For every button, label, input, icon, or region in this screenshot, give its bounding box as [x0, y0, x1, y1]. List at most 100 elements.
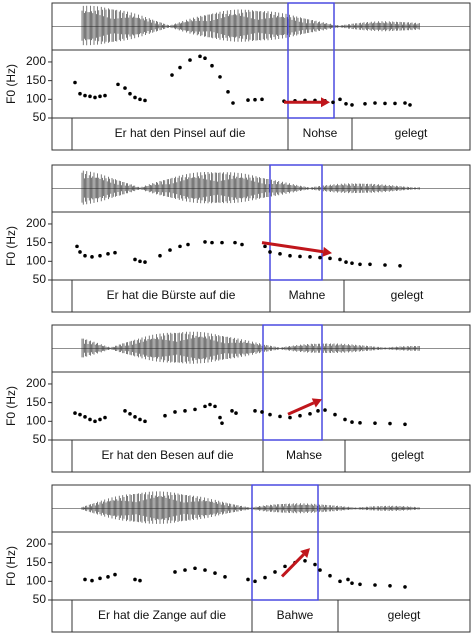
y-axis-label: F0 (Hz)	[4, 64, 18, 104]
y-tick-label: 50	[33, 110, 47, 124]
f0-point	[403, 585, 407, 589]
f0-point	[346, 577, 350, 582]
tier-label: Er hat die Zange auf die	[98, 608, 226, 622]
waveform	[81, 170, 420, 205]
f0-point	[143, 260, 147, 264]
f0-point	[123, 86, 127, 90]
f0-point	[246, 577, 250, 582]
plot-frame	[51, 49, 471, 119]
y-tick-label: 100	[26, 253, 46, 267]
y-tick-label: 100	[26, 413, 46, 427]
highlight-box	[269, 164, 323, 281]
f0-point	[278, 414, 282, 419]
f0-point	[253, 579, 257, 584]
f0-point	[278, 252, 282, 256]
y-tick-label: 150	[26, 235, 46, 249]
f0-point	[113, 572, 117, 577]
f0-point	[113, 250, 117, 255]
f0-point	[75, 244, 79, 249]
f0-point	[318, 568, 322, 572]
f0-point	[308, 412, 312, 416]
f0-point	[203, 568, 207, 572]
f0-point	[323, 408, 327, 412]
f0-point	[138, 259, 142, 264]
y-tick-label: 50	[33, 272, 47, 286]
f0-point	[143, 98, 147, 103]
f0-point	[350, 103, 354, 107]
f0-point	[283, 564, 287, 569]
f0-point	[363, 102, 367, 106]
y-tick-label: 200	[26, 536, 46, 550]
f0-point	[90, 255, 94, 259]
f0-point	[163, 413, 167, 418]
f0-point	[313, 562, 317, 567]
f0-point	[188, 58, 192, 62]
tier-label: gelegt	[391, 288, 424, 302]
f0-point	[288, 415, 292, 420]
tier-label: Mahne	[289, 288, 326, 302]
f0-point	[368, 262, 372, 267]
f0-point	[116, 82, 120, 87]
f0-point	[133, 577, 137, 582]
f0-point	[133, 415, 137, 419]
f0-point	[93, 95, 97, 100]
f0-point	[106, 575, 110, 579]
f0-point	[220, 240, 224, 245]
f0-point	[343, 417, 347, 422]
y-tick-label: 100	[26, 573, 46, 587]
f0-point	[203, 240, 207, 244]
f0-point	[98, 417, 102, 422]
f0-point	[246, 98, 250, 102]
f0-point	[393, 101, 397, 106]
f0-point	[263, 575, 267, 580]
f0-point	[333, 412, 337, 417]
f0-point	[143, 419, 147, 424]
f0-point	[73, 411, 77, 415]
f0-point	[210, 240, 214, 245]
f0-point	[223, 575, 227, 579]
y-tick-label: 200	[26, 376, 46, 390]
f0-point	[173, 410, 177, 414]
f0-point	[403, 422, 407, 427]
f0-point	[263, 244, 267, 249]
highlight-box	[251, 484, 319, 601]
f0-point	[106, 252, 110, 256]
f0-point	[133, 257, 137, 262]
f0-point	[178, 244, 182, 249]
f0-point	[303, 558, 307, 563]
f0-point	[253, 97, 257, 102]
f0-point	[203, 404, 207, 409]
tier-label: Er hat den Besen auf die	[101, 448, 233, 462]
f0-point	[328, 256, 332, 261]
f0-point	[318, 255, 322, 260]
f0-point	[373, 583, 377, 587]
highlight-box	[262, 324, 323, 441]
f0-point	[408, 103, 412, 107]
plot-frame	[51, 531, 471, 601]
arrow-head	[311, 398, 322, 408]
f0-point	[218, 75, 222, 79]
f0-point	[93, 419, 97, 424]
f0-point	[98, 94, 102, 99]
f0-point	[331, 100, 335, 105]
f0-point	[183, 409, 187, 413]
y-tick-label: 150	[26, 555, 46, 569]
plot-frame	[51, 211, 471, 281]
f0-point	[83, 415, 87, 419]
f0-point	[78, 250, 82, 254]
arrow-shaft	[287, 401, 315, 416]
highlight-box	[287, 2, 335, 119]
f0-point	[218, 415, 222, 420]
f0-point	[103, 415, 107, 420]
f0-point	[73, 80, 77, 85]
f0-point	[358, 582, 362, 587]
f0-point	[90, 578, 94, 583]
f0-point	[328, 573, 332, 578]
tier-frame	[51, 117, 471, 151]
f0-point	[344, 260, 348, 264]
f0-point	[83, 93, 87, 98]
f0-point	[128, 412, 132, 416]
waveform	[81, 331, 420, 364]
f0-point	[388, 421, 392, 426]
f0-point	[220, 421, 224, 425]
